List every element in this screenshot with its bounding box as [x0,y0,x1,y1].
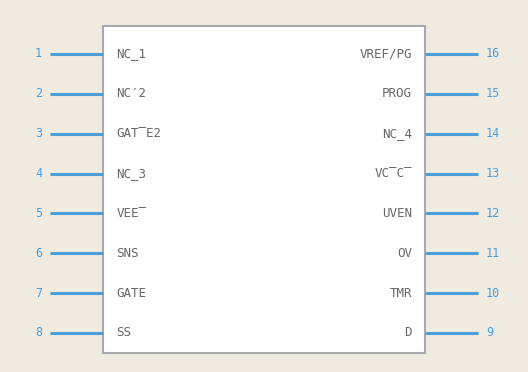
Text: 10: 10 [486,286,500,299]
Text: 4: 4 [35,167,42,180]
Text: VEE̅: VEE̅ [116,207,146,220]
Text: GAT̅E2: GAT̅E2 [116,127,161,140]
Text: 9: 9 [486,327,493,339]
Text: NC′2: NC′2 [116,87,146,100]
Text: VREF/PG: VREF/PG [360,48,412,60]
Text: 14: 14 [486,127,500,140]
Text: 16: 16 [486,48,500,60]
Text: 12: 12 [486,207,500,220]
Text: 1: 1 [35,48,42,60]
Text: 3: 3 [35,127,42,140]
Text: 7: 7 [35,286,42,299]
Text: 5: 5 [35,207,42,220]
Text: VC̅C̅: VC̅C̅ [374,167,412,180]
Text: 13: 13 [486,167,500,180]
Text: SNS: SNS [116,247,139,260]
Text: 15: 15 [486,87,500,100]
Text: 6: 6 [35,247,42,260]
Text: NC_1: NC_1 [116,48,146,60]
Text: 2: 2 [35,87,42,100]
Text: SS: SS [116,327,131,339]
Bar [103,26,425,353]
Text: OV: OV [397,247,412,260]
Text: PROG: PROG [382,87,412,100]
Text: UVEN: UVEN [382,207,412,220]
Text: 11: 11 [486,247,500,260]
Text: GATE: GATE [116,286,146,299]
Text: NC_4: NC_4 [382,127,412,140]
Text: D: D [404,327,412,339]
Text: 8: 8 [35,327,42,339]
Text: NC_3: NC_3 [116,167,146,180]
Text: TMR: TMR [389,286,412,299]
